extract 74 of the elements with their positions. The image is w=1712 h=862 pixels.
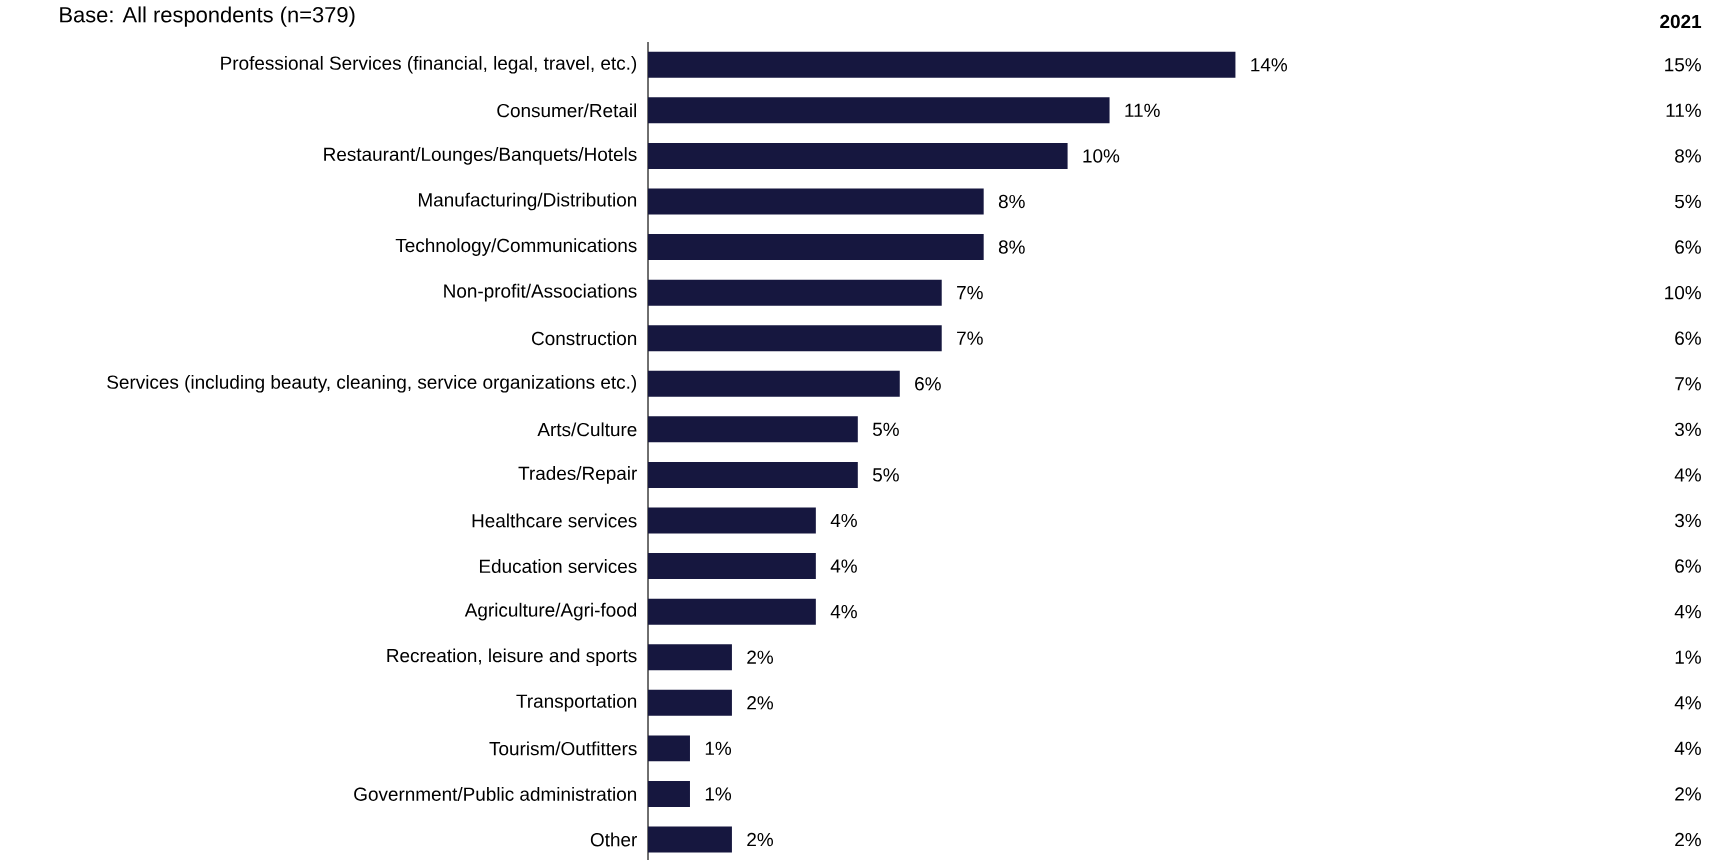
y-tick-label: Restaurant/Lounges/Banquets/Hotels bbox=[324, 147, 637, 165]
data-label: 6% bbox=[915, 377, 941, 391]
bar bbox=[648, 735, 690, 762]
bar bbox=[648, 507, 816, 534]
y-tick-label: Arts/Culture bbox=[537, 422, 637, 437]
y-tick-label: Technology/Communications bbox=[395, 238, 637, 256]
y-tick-label: Professional Services (financial, legal, travel, etc.) bbox=[221, 55, 637, 74]
data-label: 5% bbox=[872, 422, 899, 437]
y-tick-label: Services (including beauty, cleaning, service organizations etc.) bbox=[107, 374, 637, 393]
y-tick-label: Manufacturing/Distribution bbox=[418, 192, 637, 211]
y-tick-label: Construction bbox=[532, 331, 637, 346]
y-tick-label: Government/Public administration bbox=[354, 786, 637, 801]
text: 4% bbox=[1674, 696, 1701, 710]
text: 8% bbox=[1675, 149, 1701, 163]
bar bbox=[648, 142, 1068, 169]
bar bbox=[648, 234, 984, 261]
bar bbox=[648, 826, 732, 853]
text: 3% bbox=[1674, 422, 1701, 437]
data-label: 11% bbox=[1125, 103, 1160, 117]
y-tick-label: Other bbox=[590, 832, 637, 847]
data-label: 14% bbox=[1251, 58, 1288, 72]
data-label: 7% bbox=[957, 331, 983, 345]
bar bbox=[648, 279, 942, 306]
bar bbox=[648, 689, 732, 716]
text: 2021 bbox=[1660, 14, 1702, 29]
bar bbox=[648, 461, 858, 488]
data-label: 4% bbox=[830, 605, 857, 619]
text: 15% bbox=[1665, 58, 1701, 72]
y-tick-label: Trades/Repair bbox=[518, 466, 637, 484]
text: 2% bbox=[1675, 832, 1701, 847]
data-label: 2% bbox=[747, 650, 774, 664]
y-tick-label: Non-profit/Associations bbox=[444, 283, 637, 302]
data-label: 5% bbox=[872, 468, 899, 482]
data-label: 7% bbox=[957, 286, 983, 300]
text: 1% bbox=[1675, 650, 1701, 664]
text: 4% bbox=[1674, 605, 1701, 619]
bar bbox=[648, 51, 1236, 78]
text: 5% bbox=[1675, 194, 1701, 209]
data-label: 4% bbox=[830, 513, 857, 528]
text: 10% bbox=[1665, 285, 1701, 300]
bar bbox=[648, 598, 816, 625]
bar bbox=[648, 780, 690, 807]
data-label: 10% bbox=[1083, 149, 1120, 163]
data-label: 1% bbox=[705, 787, 732, 801]
bar bbox=[648, 416, 858, 443]
y-tick-label: Transportation bbox=[516, 693, 637, 712]
bar bbox=[648, 97, 1110, 124]
data-label: 2% bbox=[747, 832, 774, 847]
y-tick-label: Recreation, leisure and sports bbox=[387, 648, 637, 667]
bar bbox=[648, 644, 732, 671]
text: 6% bbox=[1675, 559, 1701, 573]
text: 3% bbox=[1674, 513, 1701, 528]
text: 4% bbox=[1674, 468, 1701, 482]
y-tick-label: Agriculture/Agri-food bbox=[464, 602, 637, 621]
bar bbox=[648, 325, 942, 352]
text: 7% bbox=[1675, 377, 1701, 391]
data-label: 8% bbox=[998, 194, 1025, 209]
text: 6% bbox=[1675, 240, 1701, 254]
text: 4% bbox=[1674, 741, 1701, 755]
text: Base: All respondents (n=379) bbox=[60, 6, 355, 27]
data-label: 4% bbox=[830, 559, 857, 573]
y-tick-label: Consumer/Retail bbox=[497, 103, 637, 118]
bar bbox=[648, 370, 900, 397]
text: 2% bbox=[1675, 787, 1701, 801]
text: 6% bbox=[1675, 331, 1701, 345]
bar bbox=[648, 188, 984, 215]
text: 11% bbox=[1666, 103, 1701, 117]
y-tick-label: Healthcare services bbox=[472, 513, 637, 528]
data-label: 2% bbox=[747, 696, 774, 710]
y-tick-label: Tourism/Outfitters bbox=[489, 741, 637, 756]
data-label: 8% bbox=[998, 240, 1025, 254]
data-label: 1% bbox=[705, 741, 732, 755]
y-tick-label: Education services bbox=[479, 559, 637, 574]
bar bbox=[648, 553, 816, 580]
